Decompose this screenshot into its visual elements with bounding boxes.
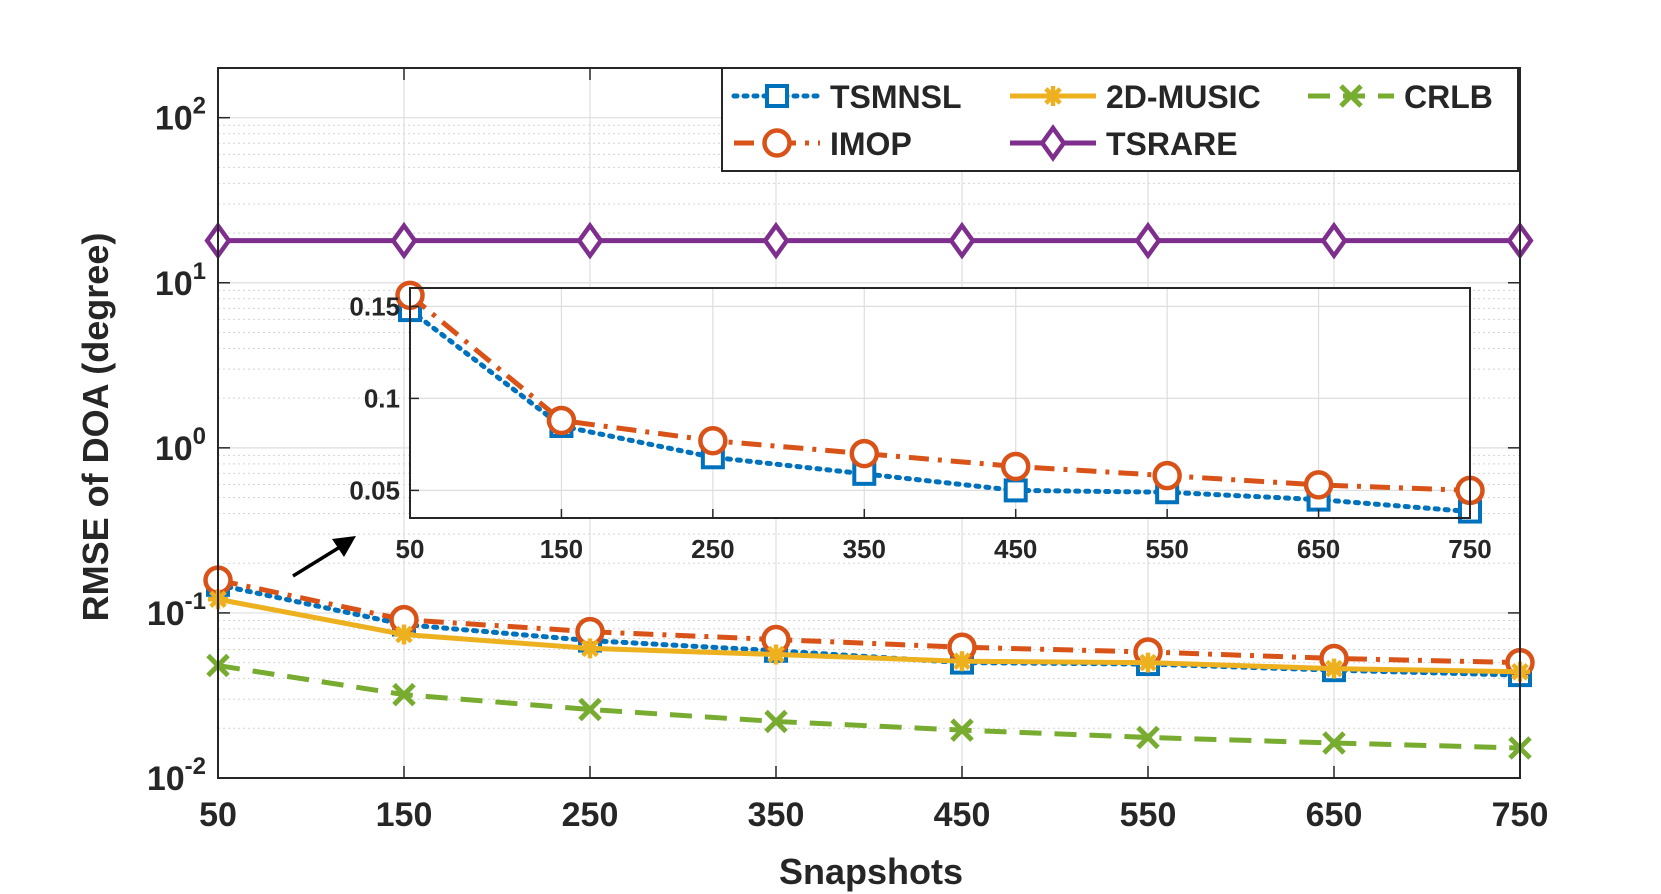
inset-data-point-circle — [1152, 460, 1182, 491]
inset-series-line — [407, 307, 1473, 515]
inset-x-tick-label: 150 — [540, 534, 583, 564]
legend-marker-x — [1339, 84, 1363, 108]
inset-data-point-circle — [1303, 470, 1334, 500]
x-tick-label: 650 — [1306, 796, 1363, 834]
data-point-diamond — [390, 221, 418, 260]
legend-item-2d-music: 2D-MUSIC — [1010, 79, 1261, 115]
main-axis-ticks: 50 150 250 350 450 550 650 750 10-2 10-1 100 101 102 — [147, 68, 1549, 834]
legend-label: IMOP — [830, 126, 912, 162]
data-point-diamond — [1134, 221, 1162, 260]
x-tick-label: 550 — [1120, 796, 1177, 834]
legend-item-tsmnsl: TSMNSL — [731, 79, 962, 115]
x-tick-label: 150 — [376, 796, 433, 834]
legend-item-imop: IMOP — [734, 126, 912, 162]
inset-x-tick-label: 750 — [1448, 534, 1491, 564]
legend-marker-square — [765, 84, 789, 108]
series-line — [217, 663, 1521, 751]
y-tick-label: 10-1 — [147, 588, 206, 633]
y-tick-label: 10-2 — [147, 753, 206, 798]
data-point-diamond — [948, 221, 976, 260]
data-point-x — [764, 709, 788, 734]
inset-data-point-circle — [849, 438, 880, 469]
data-point-x — [578, 697, 602, 722]
data-point-asterisk — [952, 651, 972, 672]
data-point-x — [1322, 731, 1346, 755]
series-2d-music — [208, 589, 1530, 682]
data-point-asterisk — [580, 638, 600, 659]
inset-x-tick-label: 250 — [691, 534, 734, 564]
series-line — [217, 596, 1521, 675]
inset-x-tick-label: 350 — [843, 534, 886, 564]
x-tick-label: 750 — [1492, 796, 1549, 834]
data-point-x — [950, 718, 974, 742]
inset-data-point-square — [1003, 478, 1028, 503]
series-line — [217, 577, 1521, 666]
inset-series-layer — [395, 280, 1485, 524]
inset-data-point-circle — [1000, 451, 1031, 482]
inset-x-tick-label: 450 — [994, 534, 1037, 564]
arrow-shaft — [292, 545, 341, 578]
data-point-diamond — [1320, 221, 1348, 260]
y-tick-label: 102 — [155, 93, 206, 138]
data-point-x — [392, 682, 416, 707]
data-point-asterisk — [1324, 658, 1344, 679]
inset-background — [410, 288, 1470, 518]
data-point-asterisk — [766, 644, 786, 665]
legend-marker-asterisk — [1043, 86, 1063, 106]
legend-item-tsrare: TSRARE — [1010, 124, 1238, 162]
data-point-diamond — [762, 221, 790, 260]
inset-series-imop — [395, 280, 1485, 506]
data-point-diamond — [576, 221, 604, 260]
x-tick-label: 350 — [748, 796, 805, 834]
y-axis-label: RMSE of DOA (degree) — [75, 233, 116, 622]
legend-label: TSMNSL — [830, 79, 962, 115]
inset-y-tick-label: 0.05 — [349, 475, 400, 505]
legend-label: CRLB — [1404, 79, 1493, 115]
legend: TSMNSL 2D-MUSIC CRLB IMOP TSRARE — [721, 67, 1519, 172]
inset-y-tick-label: 0.15 — [349, 291, 400, 321]
legend-label: TSRARE — [1106, 126, 1238, 162]
x-tick-label: 50 — [199, 796, 237, 834]
inset-x-tick-label: 550 — [1145, 534, 1188, 564]
inset-series-line — [408, 293, 1471, 493]
inset-axis-ticks: 50 150 250 350 450 550 650 750 0.05 0.1 0.15 — [349, 291, 1491, 564]
x-tick-label: 450 — [934, 796, 991, 834]
x-tick-label: 250 — [562, 796, 619, 834]
legend-marker-circle — [762, 128, 792, 158]
inset-data-point-circle — [698, 425, 728, 456]
inset-y-tick-label: 0.1 — [364, 383, 400, 413]
inset-zoom-plot: 50 150 250 350 450 550 650 750 0.05 0.1 0.15 — [349, 280, 1492, 564]
legend-label: 2D-MUSIC — [1106, 79, 1261, 115]
inset-x-tick-label: 50 — [396, 534, 425, 564]
legend-box — [721, 67, 1519, 172]
main-series-layer — [203, 221, 1535, 760]
data-point-x — [1136, 725, 1160, 750]
inset-frame — [409, 287, 1471, 519]
inset-pointer-arrow — [292, 536, 356, 578]
legend-marker-diamond — [1039, 124, 1067, 162]
arrow-head — [332, 536, 356, 557]
data-point-asterisk — [1138, 652, 1158, 673]
y-tick-label: 101 — [155, 258, 206, 303]
y-tick-label: 100 — [155, 423, 206, 468]
data-point-asterisk — [394, 624, 414, 645]
legend-item-crlb: CRLB — [1308, 79, 1493, 115]
x-axis-label: Snapshots — [779, 851, 963, 892]
inset-x-tick-label: 650 — [1297, 534, 1340, 564]
inset-data-point-circle — [546, 405, 577, 436]
